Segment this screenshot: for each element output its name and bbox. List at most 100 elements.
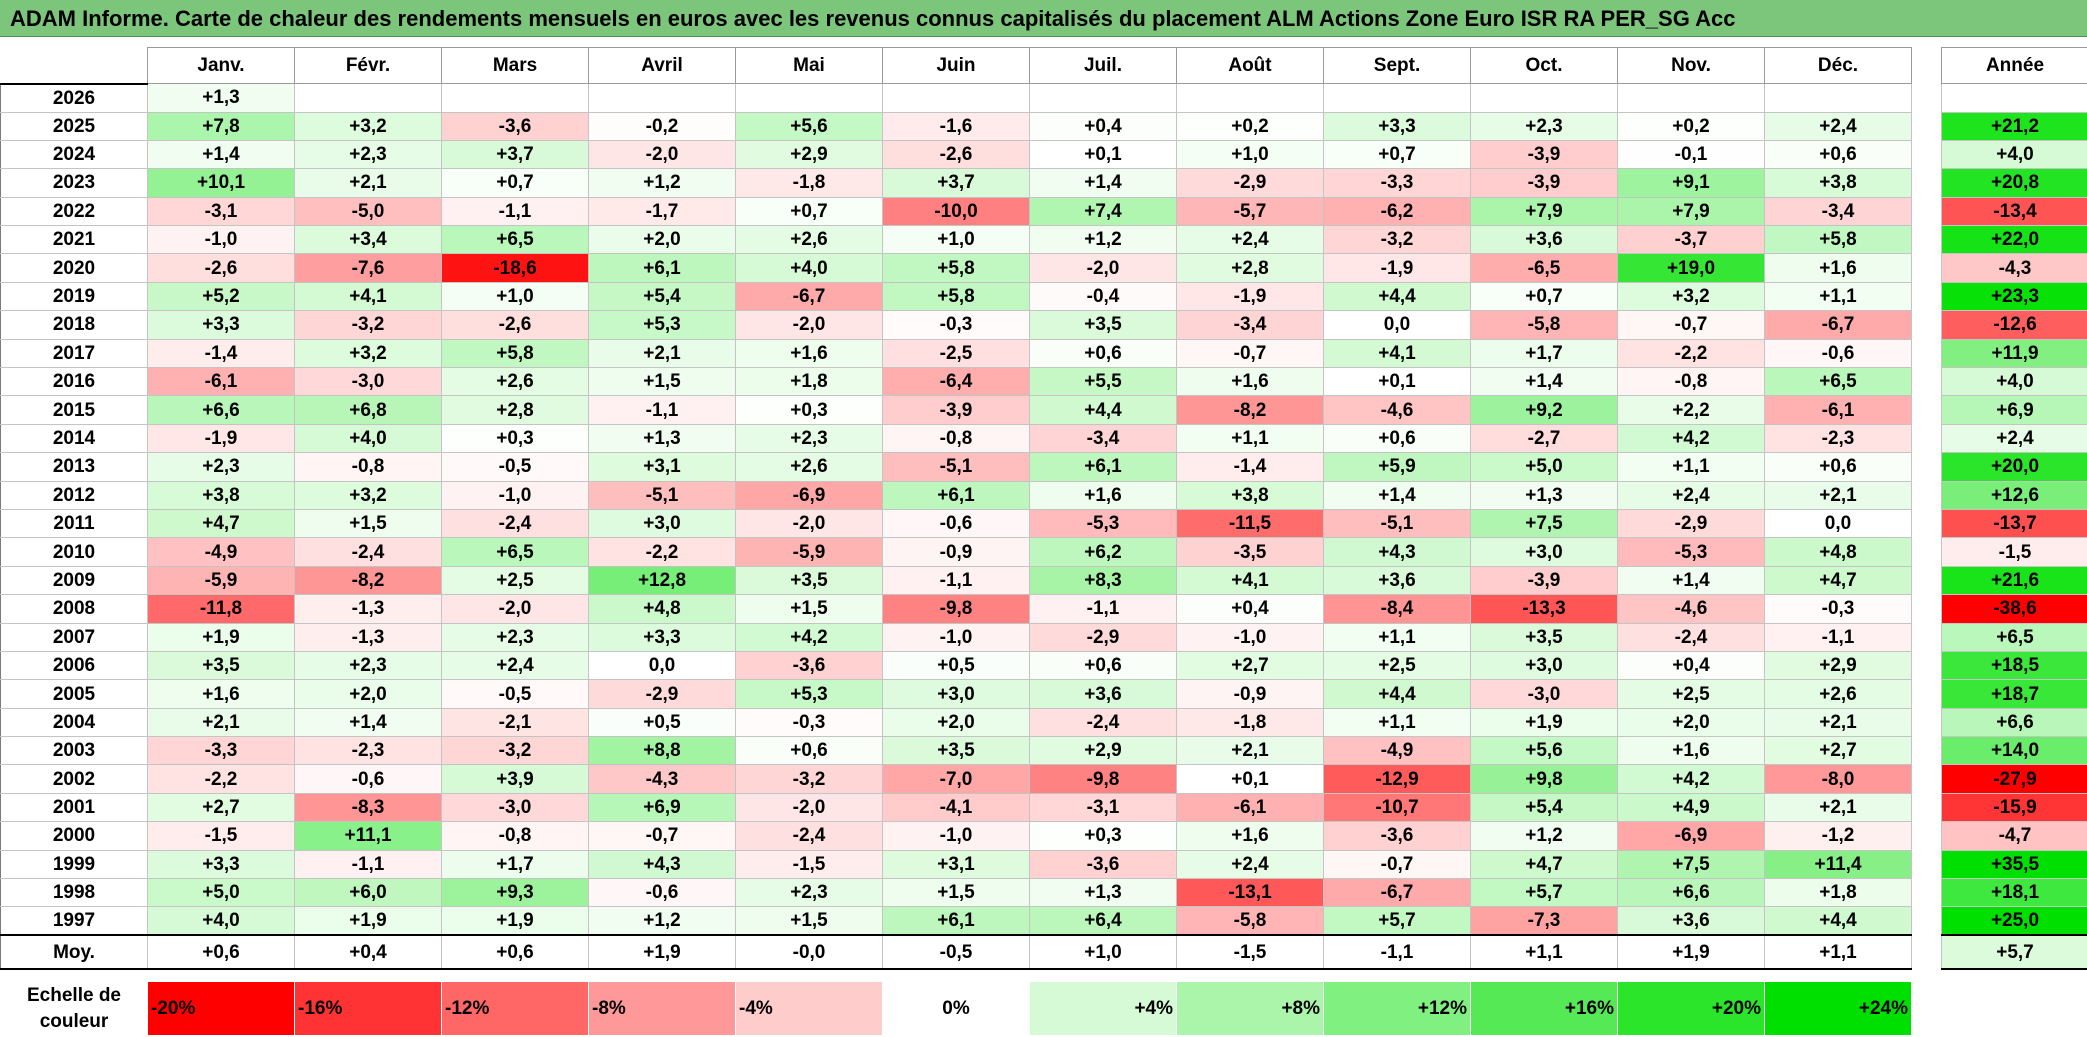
heatmap-cell: -3,2 <box>1323 225 1471 255</box>
heatmap-cell: +3,8 <box>1176 480 1324 510</box>
heatmap-cell: -6,9 <box>735 480 883 510</box>
heatmap-cell: -5,1 <box>588 480 736 510</box>
heatmap-cell <box>441 83 589 113</box>
heatmap-cell: +3,5 <box>735 565 883 596</box>
year-label: 2016 <box>0 367 148 397</box>
heatmap-cell: +1,4 <box>1029 168 1177 198</box>
heatmap-cell: +1,1 <box>1617 452 1765 482</box>
heatmap-cell: -6,7 <box>735 281 883 312</box>
heatmap-cell: +4,9 <box>1617 792 1765 823</box>
heatmap-cell: -8,4 <box>1323 594 1471 624</box>
heatmap-cell: -1,8 <box>1176 707 1324 738</box>
heatmap-cell: -3,1 <box>1029 792 1177 823</box>
year-row: 2012 +3,8 +3,2 -1,0 -5,1 -6,9 +6,1 +1,6 +3,8 +1,4… <box>0 480 2087 510</box>
heatmap-cell: +2,7 <box>147 792 295 823</box>
heatmap-cell: +1,4 <box>147 139 295 170</box>
color-scale-step: +20% <box>1617 981 1765 1036</box>
column-gap <box>1911 537 1942 567</box>
heatmap-cell: -6,1 <box>147 367 295 397</box>
heatmap-cell: +2,4 <box>1764 111 1912 141</box>
heatmap-cell: +3,3 <box>147 849 295 880</box>
heatmap-cell: +3,2 <box>294 480 442 510</box>
heatmap-cell: -3,9 <box>1470 565 1618 596</box>
annual-cell: -27,9 <box>1941 764 2087 794</box>
heatmap-cell: +3,5 <box>147 650 295 681</box>
column-gap <box>1911 282 1942 311</box>
heatmap-cell: +4,0 <box>735 253 883 283</box>
year-label: 2020 <box>0 253 148 283</box>
month-header: Sept. <box>1323 47 1471 84</box>
heatmap-cell: +3,7 <box>882 168 1030 198</box>
heatmap-cell: +0,6 <box>1029 338 1177 369</box>
heatmap-cell: +4,7 <box>147 508 295 539</box>
heatmap-cell: +7,9 <box>1617 196 1765 227</box>
heatmap-cell: -4,6 <box>1617 594 1765 624</box>
heatmap-cell: -1,5 <box>147 821 295 851</box>
heatmap-cell: +3,5 <box>1470 622 1618 652</box>
heatmap-cell: -5,0 <box>294 196 442 227</box>
heatmap-cell: -6,9 <box>1617 821 1765 851</box>
heatmap-cell: +4,1 <box>1176 565 1324 596</box>
heatmap-cell: +1,9 <box>441 906 589 936</box>
heatmap-cell: -5,8 <box>1470 310 1618 340</box>
heatmap-cell: -2,3 <box>294 736 442 766</box>
color-scale-row: Echelle de couleur -20% -16% -12% -8% -4% 0% +… <box>0 981 1912 1036</box>
heatmap-cell: -0,7 <box>1323 849 1471 880</box>
heatmap-cell: -1,3 <box>294 622 442 652</box>
heatmap-cell: +3,6 <box>1470 225 1618 255</box>
heatmap-cell: -2,4 <box>1029 707 1177 738</box>
heatmap-cell: -0,8 <box>1617 367 1765 397</box>
annual-cell: +18,1 <box>1941 878 2087 908</box>
annual-cell: +25,0 <box>1941 906 2087 936</box>
heatmap-cell: +1,5 <box>294 508 442 539</box>
heatmap-cell: -1,5 <box>1176 934 1324 971</box>
heatmap-cell: -1,1 <box>441 196 589 227</box>
heatmap-cell: +0,3 <box>1029 821 1177 851</box>
heatmap-cell: -11,5 <box>1176 508 1324 539</box>
annual-cell: +14,0 <box>1941 736 2087 766</box>
heatmap-cell: -1,1 <box>588 395 736 425</box>
column-gap <box>1911 679 1942 709</box>
heatmap-cell: +1,7 <box>1470 338 1618 369</box>
year-label: 2021 <box>0 225 148 255</box>
heatmap-cell: -0,6 <box>588 878 736 908</box>
annual-cell: -12,6 <box>1941 310 2087 340</box>
year-row: 2022 -3,1 -5,0 -1,1 -1,7 +0,7 -10,0 +7,4 -5,7 -6,… <box>0 196 2087 227</box>
heatmap-cell: -5,1 <box>1323 508 1471 539</box>
heatmap-cell: -10,7 <box>1323 792 1471 823</box>
column-gap <box>1911 253 1942 283</box>
heatmap-cell: +0,6 <box>1029 650 1177 681</box>
heatmap-cell: -0,5 <box>441 679 589 709</box>
heatmap-cell: +8,3 <box>1029 565 1177 596</box>
year-row: 2009 -5,9 -8,2 +2,5 +12,8 +3,5 -1,1 +8,3 +4,1 +3,… <box>0 565 2087 596</box>
heatmap-cell: -2,0 <box>735 310 883 340</box>
heatmap-cell: +1,9 <box>1470 707 1618 738</box>
heatmap-cell: -2,2 <box>588 537 736 567</box>
heatmap-cell: +7,4 <box>1029 196 1177 227</box>
year-row: 2024 +1,4 +2,3 +3,7 -2,0 +2,9 -2,6 +0,1 +1,0 +0,7… <box>0 139 2087 170</box>
average-annual-cell: +5,7 <box>1941 934 2087 971</box>
year-label: 2000 <box>0 821 148 851</box>
heatmap-cell: -10,0 <box>882 196 1030 227</box>
column-gap <box>1911 736 1942 765</box>
heatmap-cell: -0,6 <box>294 764 442 794</box>
heatmap-cell: +5,7 <box>1470 878 1618 908</box>
heatmap-cell: +3,5 <box>882 736 1030 766</box>
year-label: 2018 <box>0 310 148 340</box>
year-row: 2004 +2,1 +1,4 -2,1 +0,5 -0,3 +2,0 -2,4 -1,8 +1,1… <box>0 707 2087 738</box>
heatmap-cell: +0,5 <box>588 707 736 738</box>
heatmap-cell: +4,4 <box>1764 906 1912 936</box>
heatmap-cell: +1,0 <box>1176 139 1324 170</box>
heatmap-cell: -3,6 <box>735 650 883 681</box>
heatmap-cell: 0,0 <box>1764 508 1912 539</box>
column-gap <box>1911 906 1942 936</box>
annual-cell: +18,7 <box>1941 679 2087 709</box>
heatmap-cell: +2,4 <box>1617 480 1765 510</box>
heatmap-cell: +4,4 <box>1323 281 1471 312</box>
month-header: Mai <box>735 47 883 84</box>
heatmap-cell: -3,0 <box>441 792 589 823</box>
heatmap-cell: +1,9 <box>294 906 442 936</box>
heatmap-cell: -9,8 <box>1029 764 1177 794</box>
year-label: 1997 <box>0 906 148 936</box>
column-gap <box>1911 339 1942 368</box>
